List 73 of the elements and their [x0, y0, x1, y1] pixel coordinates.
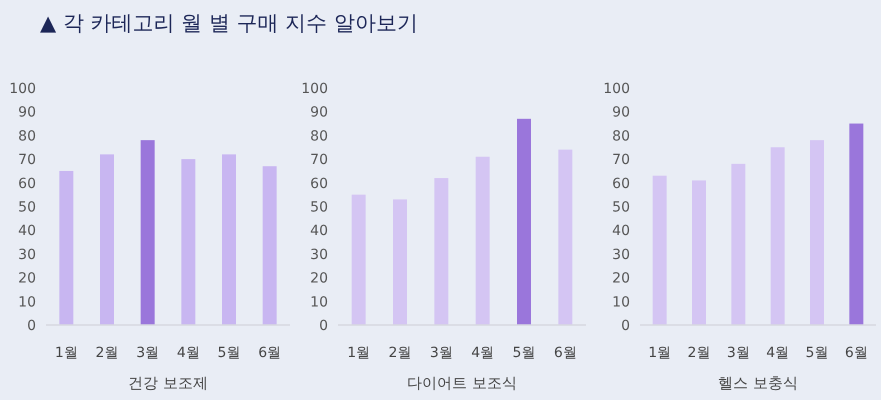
bar: [100, 154, 114, 325]
y-tick-label: 90: [310, 104, 328, 121]
bar: [434, 178, 448, 325]
bar: [393, 199, 407, 325]
x-axis-title: 건강 보조제: [128, 374, 208, 392]
y-tick-label: 10: [612, 294, 630, 310]
x-tick-label: 1월: [347, 345, 370, 361]
x-tick-label: 6월: [258, 345, 282, 361]
y-tick-label: 80: [612, 128, 630, 144]
bar: [517, 118, 531, 325]
bar: [849, 124, 864, 325]
x-axis-title: 다이어트 보조식: [407, 374, 517, 392]
y-tick-label: 20: [310, 270, 328, 287]
y-tick-label: 0: [27, 318, 36, 334]
y-tick-label: 70: [612, 152, 630, 168]
y-tick-label: 100: [301, 81, 328, 97]
y-tick-label: 40: [18, 223, 36, 240]
y-tick-label: 90: [612, 104, 630, 121]
y-tick-label: 0: [621, 318, 630, 334]
bar: [181, 159, 196, 325]
y-tick-label: 40: [612, 223, 630, 240]
x-tick-label: 5월: [806, 345, 828, 361]
bar: [59, 170, 74, 325]
bar: [262, 166, 277, 325]
chart-title: ▲ 각 카테고리 월 별 구매 지수 알아보기: [40, 11, 418, 35]
x-axis-title: 헬스 보충식: [718, 374, 798, 392]
bar: [770, 147, 785, 325]
y-tick-label: 10: [18, 294, 36, 310]
y-tick-label: 50: [18, 200, 36, 216]
y-tick-label: 30: [18, 246, 36, 263]
x-tick-label: 3월: [726, 345, 750, 361]
x-tick-label: 6월: [554, 345, 577, 361]
y-tick-label: 20: [18, 270, 36, 287]
y-tick-label: 100: [603, 81, 630, 97]
y-tick-label: 0: [319, 318, 328, 334]
bar: [476, 156, 490, 325]
y-tick-label: 20: [612, 270, 630, 287]
x-tick-label: 3월: [430, 345, 453, 361]
x-tick-label: 5월: [218, 345, 240, 361]
x-tick-label: 3월: [136, 345, 160, 361]
y-tick-label: 80: [310, 128, 328, 144]
x-tick-label: 2월: [96, 345, 118, 361]
y-tick-label: 60: [612, 176, 630, 192]
x-tick-label: 5월: [512, 345, 536, 361]
y-tick-label: 30: [612, 246, 630, 263]
x-tick-label: 1월: [54, 345, 78, 361]
y-tick-label: 10: [310, 294, 328, 310]
y-tick-label: 70: [18, 152, 36, 168]
y-tick-label: 70: [310, 152, 328, 168]
x-tick-label: 4월: [766, 345, 790, 361]
y-tick-label: 40: [310, 223, 328, 240]
y-tick-label: 80: [18, 128, 36, 144]
x-tick-label: 1월: [648, 345, 672, 361]
y-tick-label: 50: [310, 200, 328, 216]
x-tick-label: 4월: [176, 345, 200, 361]
bar: [558, 150, 572, 325]
bar: [140, 140, 155, 325]
bar: [352, 194, 366, 325]
y-tick-label: 90: [18, 104, 36, 121]
y-tick-label: 30: [310, 246, 328, 263]
y-tick-label: 60: [310, 176, 328, 192]
bar: [222, 154, 236, 325]
x-tick-label: 6월: [844, 345, 868, 361]
y-tick-label: 100: [9, 81, 36, 97]
y-tick-label: 60: [18, 176, 36, 192]
x-tick-label: 4월: [471, 345, 494, 361]
bar: [731, 164, 746, 325]
x-tick-label: 2월: [388, 345, 412, 361]
x-tick-label: 2월: [688, 345, 710, 361]
bar: [810, 140, 824, 325]
bar: [652, 176, 667, 325]
y-tick-label: 50: [612, 200, 630, 216]
bar: [692, 180, 706, 325]
